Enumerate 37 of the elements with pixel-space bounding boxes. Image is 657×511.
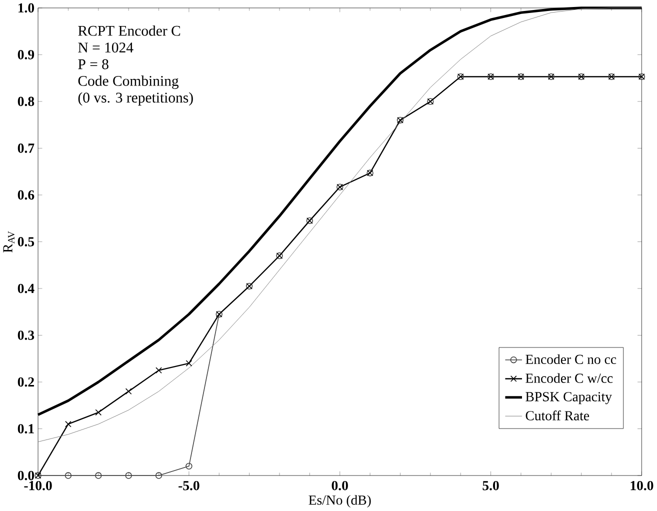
y-tick-label: 1.0 bbox=[18, 3, 34, 13]
point bbox=[125, 472, 132, 479]
annotation: N = 1024 bbox=[78, 42, 134, 53]
y-tick-label: 0.4 bbox=[18, 284, 34, 294]
legend-label: BPSK Capacity bbox=[526, 392, 612, 404]
annotation: RCPT Encoder C bbox=[78, 26, 180, 36]
legend-label: Encoder C w/cc bbox=[526, 373, 613, 383]
point bbox=[65, 420, 72, 428]
y-tick-label: 0.5 bbox=[18, 237, 34, 246]
point bbox=[156, 367, 162, 374]
x-tick-label: 0.0 bbox=[332, 481, 348, 490]
y-tick-label: 0.1 bbox=[18, 424, 34, 434]
y-tick-label: 0.7 bbox=[18, 144, 34, 153]
legend-label: Encoder C no cc bbox=[526, 354, 616, 364]
x-axis-title: Es/No (dB) bbox=[308, 495, 371, 508]
point bbox=[186, 462, 192, 470]
y-tick-label: 0.8 bbox=[18, 96, 34, 106]
point bbox=[155, 472, 162, 479]
annotation: Code Combining bbox=[78, 76, 179, 90]
annotation: P = 8 bbox=[78, 59, 108, 70]
point bbox=[95, 472, 102, 479]
point bbox=[186, 360, 192, 367]
annotation: (0 vs. 3 repetitions) bbox=[78, 92, 193, 106]
point bbox=[64, 472, 72, 479]
x-tick-label: 10.0 bbox=[630, 481, 654, 490]
x-tick-label: -5.0 bbox=[178, 481, 200, 490]
point bbox=[95, 409, 102, 416]
y-tick-label: 0.9 bbox=[18, 50, 34, 60]
y-axis-title: R$_{AV}$ bbox=[3, 231, 15, 253]
y-tick-label: 0.2 bbox=[18, 377, 34, 387]
point bbox=[125, 388, 132, 395]
legend-label: Cutoff Rate bbox=[526, 410, 590, 420]
y-tick-label: 0.3 bbox=[18, 330, 34, 340]
x-tick-label: -10.0 bbox=[24, 481, 52, 490]
y-tick-label: 0.0 bbox=[18, 470, 34, 480]
x-tick-label: 5.0 bbox=[482, 481, 499, 490]
y-tick-label: 0.6 bbox=[18, 190, 34, 200]
